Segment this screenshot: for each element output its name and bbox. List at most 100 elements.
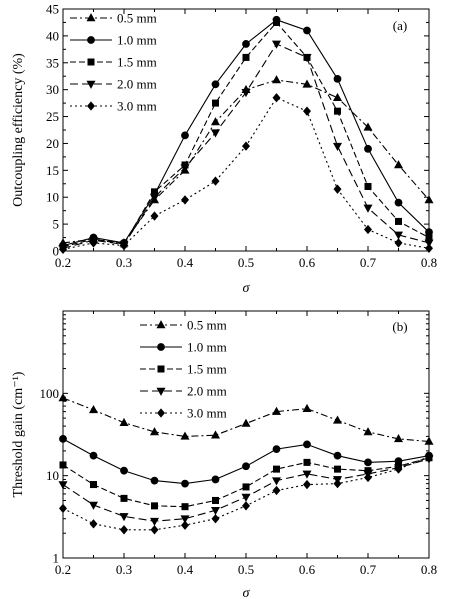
data-point (425, 243, 433, 253)
data-point (180, 515, 190, 524)
x-tick-label: 0.6 (299, 562, 316, 577)
legend-label: 3.0 mm (117, 99, 157, 114)
legend-label: 2.0 mm (117, 77, 157, 92)
data-point (424, 436, 434, 445)
data-point (424, 195, 434, 204)
x-tick-label: 0.5 (238, 562, 254, 577)
data-point (303, 479, 311, 490)
data-point (242, 141, 250, 151)
x-tick-label: 0.3 (116, 255, 132, 270)
legend: 0.5 mm 1.0 mm 1.5 mm 2.0 mm 3.0 mm (70, 11, 157, 114)
data-point (302, 79, 312, 88)
data-point (210, 430, 221, 439)
data-point (271, 406, 282, 415)
data-point (210, 117, 221, 126)
series-3_0-mm (59, 93, 433, 255)
data-point (181, 479, 189, 488)
data-point (271, 75, 282, 84)
y-tick-label: 35 (46, 55, 59, 70)
y-tick-label: 25 (46, 109, 59, 124)
data-point (149, 193, 160, 203)
data-point (59, 434, 67, 443)
data-point (90, 481, 98, 489)
legend-marker (156, 387, 166, 396)
y-tick-label: 100 (40, 386, 60, 401)
data-point (211, 514, 220, 524)
y-tick-label: 40 (46, 28, 59, 43)
data-point (59, 244, 67, 255)
x-tick-label: 0.7 (360, 562, 377, 577)
data-point (120, 466, 128, 475)
data-point (89, 519, 98, 529)
data-point (180, 431, 190, 440)
data-point (241, 89, 251, 98)
y-tick-label: 10 (46, 468, 59, 483)
data-point (242, 501, 250, 511)
data-point (150, 211, 159, 221)
data-point (241, 418, 251, 427)
legend-label: 3.0 mm (187, 406, 227, 421)
legend-label: 0.5 mm (187, 318, 227, 333)
y-tick-label: 10 (46, 190, 59, 205)
data-point (180, 164, 190, 173)
data-point (120, 494, 128, 502)
series-3_0-mm (59, 452, 433, 535)
legend-label: 0.5 mm (117, 11, 157, 26)
data-point (212, 496, 220, 504)
data-point (364, 458, 372, 467)
data-point (303, 106, 311, 116)
legend-marker (86, 13, 96, 22)
data-point (394, 464, 403, 474)
data-point (151, 502, 159, 510)
data-point (181, 131, 189, 140)
data-point (333, 184, 342, 194)
legend-label: 1.5 mm (187, 362, 227, 377)
data-point (241, 493, 251, 502)
y-axis-title: Outcoupling efficiency (%) (11, 53, 26, 207)
series-1_0-mm (59, 15, 433, 250)
chart-panel-1: 0.2 0.3 0.4 0.5 0.6 0.7 0.8 0 5 10 15 20 25 30 35 40 45 σ… (11, 2, 437, 297)
data-point (88, 405, 99, 414)
legend-marker (87, 101, 95, 111)
data-point (333, 465, 341, 473)
data-point (242, 483, 250, 491)
data-point (332, 92, 343, 102)
data-point (150, 525, 159, 535)
x-tick-label: 0.2 (55, 562, 71, 577)
series-1_0-mm (59, 434, 433, 488)
data-point (88, 501, 99, 510)
x-tick-label: 0.3 (116, 562, 132, 577)
data-point (303, 458, 311, 466)
data-point (302, 54, 312, 63)
series-line (62, 97, 430, 250)
x-tick-label: 0.8 (421, 255, 437, 270)
legend-marker (86, 80, 96, 89)
x-axis-title: σ (243, 586, 251, 599)
data-point (149, 427, 160, 436)
data-point (89, 451, 98, 460)
legend-label: 1.0 mm (117, 33, 157, 48)
data-point (303, 440, 311, 449)
legend-marker (157, 408, 165, 418)
y-tick-label: 5 (53, 217, 60, 232)
data-point (363, 204, 373, 213)
data-point (393, 434, 404, 443)
data-point (333, 478, 342, 489)
data-point (363, 427, 373, 436)
y-tick-label: 15 (46, 163, 59, 178)
data-point (272, 445, 281, 454)
y-tick-label: 1 (53, 551, 60, 566)
x-tick-label: 0.5 (238, 255, 254, 270)
legend-marker (157, 365, 165, 373)
y-tick-label: 20 (46, 136, 59, 151)
data-point (272, 93, 281, 103)
data-point (394, 238, 403, 248)
data-point (333, 451, 342, 460)
series-line (62, 438, 430, 485)
data-point (393, 160, 404, 169)
x-tick-label: 0.8 (421, 562, 437, 577)
data-point (272, 485, 281, 496)
legend-marker (157, 343, 165, 351)
data-point (181, 195, 189, 205)
